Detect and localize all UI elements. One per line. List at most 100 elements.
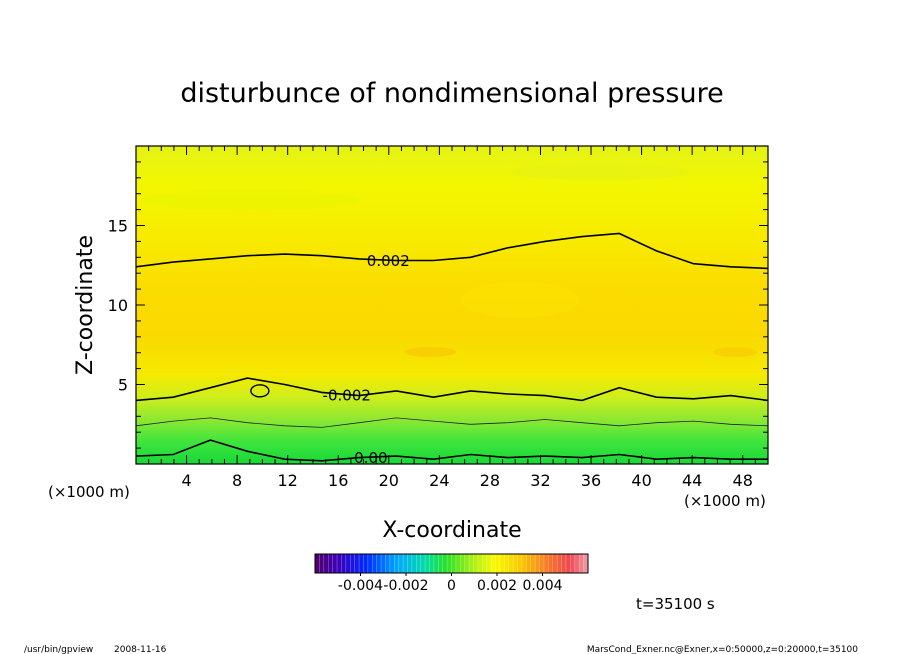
colorbar-cell: [469, 554, 474, 573]
contour-line: [136, 232, 768, 270]
x-tick-label: 16: [328, 471, 348, 490]
footer-date: 2008-11-16: [114, 645, 167, 654]
y-tick-label: 15: [108, 217, 128, 236]
x-tick-label: 44: [682, 471, 702, 490]
x-axis-label: X-coordinate: [382, 518, 521, 543]
x-axis-ticks: 4 8 12 16 20 24 28 32 36 40 44 48: [148, 146, 756, 490]
x-tick-label: 28: [480, 471, 500, 490]
colorbar-cell: [345, 554, 351, 573]
time-label: t=35100 s: [636, 595, 715, 613]
colorbar-cell: [495, 554, 501, 573]
colorbar-cell: [363, 554, 369, 573]
colorbar-tick-label: 0.002: [477, 578, 517, 594]
colorbar-cell: [535, 554, 540, 573]
x-tick-label: 40: [631, 471, 651, 490]
contour-label: 0.00: [354, 449, 387, 467]
x-unit-left: (×1000 m): [48, 483, 130, 501]
colorbar-cell: [504, 554, 510, 573]
contour-line-minor: [136, 417, 768, 428]
colorbar-cell: [407, 554, 413, 573]
field-patch: [713, 347, 757, 357]
colorbar: [314, 554, 589, 573]
colorbar-cell: [548, 554, 554, 573]
x-tick-label: 24: [429, 471, 449, 490]
colorbar-cell: [451, 554, 457, 573]
chart-title: disturbunce of nondimensional pressure: [180, 78, 723, 109]
colorbar-cell: [530, 554, 536, 573]
colorbar-cell: [359, 554, 364, 573]
x-tick-label: 8: [232, 471, 242, 490]
x-tick-label: 36: [581, 471, 601, 490]
colorbar-cell: [583, 554, 589, 573]
colorbar-cell: [385, 554, 391, 573]
colorbar-cell: [332, 554, 338, 573]
contour-label: 0.002: [367, 252, 410, 270]
contour-labels: 0.002 -0.002 0.00: [323, 252, 410, 467]
colorbar-cell: [486, 554, 492, 573]
colorbar-cell: [442, 554, 448, 573]
colorbar-cell: [477, 554, 483, 573]
colorbar-tick-label: 0: [447, 578, 456, 594]
contour-line: [136, 377, 768, 402]
colorbar-cell: [394, 554, 400, 573]
field-patch: [510, 164, 690, 180]
footer-source: MarsCond_Exner.nc@Exner,x=0:50000,z=0:20…: [587, 645, 858, 654]
colorbar-cell: [398, 554, 404, 573]
field-patch: [404, 347, 456, 357]
colorbar-cell: [341, 554, 347, 573]
y-axis-label: Z-coordinate: [73, 235, 98, 375]
y-tick-label: 10: [108, 296, 128, 315]
colorbar-cell: [389, 554, 395, 573]
colorbar-cell: [491, 554, 496, 573]
field-patch: [140, 190, 360, 210]
colorbar-tick-label: -0.002: [383, 578, 428, 594]
colorbar-cell: [508, 554, 514, 573]
colorbar-cell: [561, 554, 567, 573]
colorbar-cell: [328, 554, 334, 573]
colorbar-cell: [381, 554, 386, 573]
colorbar-tick-label: -0.004: [338, 578, 383, 594]
colorbar-tick-label: 0.004: [522, 578, 562, 594]
colorbar-ticks: -0.004 -0.002 0 0.002 0.004: [338, 573, 563, 594]
contour-closed: [250, 384, 270, 398]
colorbar-cell: [579, 554, 584, 573]
colorbar-cell: [455, 554, 461, 573]
footer-program: /usr/bin/gpview: [24, 645, 93, 654]
colorbar-cell: [337, 554, 342, 573]
x-tick-label: 4: [181, 471, 191, 490]
colorbar-cell: [570, 554, 576, 573]
field-patch: [460, 282, 580, 318]
colorbar-cell: [319, 554, 325, 573]
colorbar-cell: [557, 554, 562, 573]
colorbar-cell: [403, 554, 408, 573]
colorbar-cell: [429, 554, 435, 573]
y-tick-label: 5: [118, 376, 128, 395]
y-axis-ticks: 5 10 15: [108, 161, 768, 449]
colorbar-cell: [482, 554, 488, 573]
colorbar-cell: [367, 554, 373, 573]
colorbar-cell: [543, 554, 549, 573]
colorbar-cell: [460, 554, 466, 573]
x-tick-label: 20: [379, 471, 399, 490]
colorbar-cell: [552, 554, 558, 573]
colorbar-cell: [411, 554, 417, 573]
contour-line: [136, 439, 768, 462]
colorbar-cell: [473, 554, 479, 573]
colorbar-cell: [354, 554, 360, 573]
x-tick-label: 12: [278, 471, 298, 490]
colorbar-cell: [323, 554, 329, 573]
colorbar-cell: [438, 554, 444, 573]
colorbar-cell: [464, 554, 470, 573]
colorbar-cell: [565, 554, 571, 573]
x-tick-label: 48: [733, 471, 753, 490]
contour-layer: [136, 232, 768, 462]
colorbar-cell: [420, 554, 426, 573]
colorbar-cell: [433, 554, 439, 573]
colorbar-cell: [447, 554, 452, 573]
colorbar-cell: [499, 554, 505, 573]
contour-label: -0.002: [323, 386, 371, 404]
colorbar-cell: [574, 554, 580, 573]
x-tick-label: 32: [530, 471, 550, 490]
x-unit-right: (×1000 m): [684, 492, 766, 510]
